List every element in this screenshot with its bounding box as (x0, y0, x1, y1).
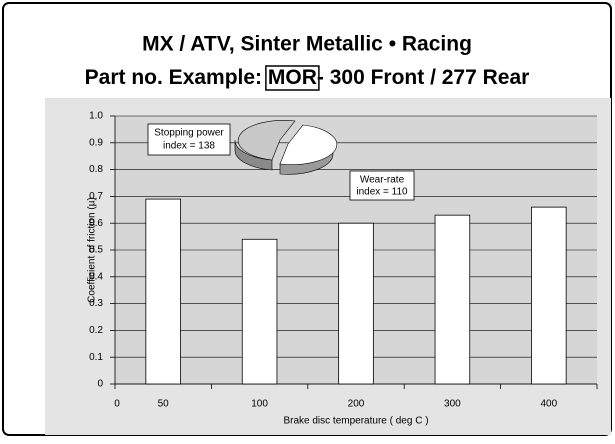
bar (145, 198, 181, 385)
pie-inset (234, 120, 338, 175)
bar (434, 214, 471, 385)
bar (338, 222, 374, 385)
y-tick-label: 1.0 (89, 111, 103, 122)
x-tick-label: 200 (348, 399, 365, 410)
y-tick-label: 0.1 (89, 352, 103, 363)
x-tick-label: 50 (158, 399, 170, 410)
y-tick-label: 0.7 (89, 191, 103, 202)
annotation: Stopping power (154, 128, 224, 139)
y-tick-label: 0.6 (89, 218, 103, 229)
y-tick-label: 0.9 (89, 137, 103, 148)
y-tick-label: 0.2 (89, 325, 103, 336)
annotation: Wear-rate (360, 175, 405, 186)
x-tick-label: 300 (444, 399, 461, 410)
x-origin-label: 0 (114, 399, 120, 410)
annotation-box (349, 170, 415, 201)
chart-subtitle: Part no. Example: MOR- 300 Front / 277 R… (85, 66, 530, 89)
part-box (265, 65, 320, 91)
bar (531, 206, 567, 385)
y-tick-label: 0.8 (89, 164, 103, 175)
annotation: index = 110 (356, 187, 408, 198)
chart-title: MX / ATV, Sinter Metallic • Racing (142, 33, 472, 56)
bar (241, 238, 278, 385)
annotation: index = 138 (163, 141, 215, 152)
plot: 0 0.1 0.2 0.3 0.4 0.5 0.6 0.7 0.8 0.9 1.0 50 100 200 3… (89, 111, 598, 410)
x-tick-label: 100 (251, 399, 268, 410)
x-tick-label: 400 (540, 399, 557, 410)
annotation-box (147, 123, 231, 156)
y-tick-label: 0.3 (89, 298, 103, 309)
y-tick-label: 0.5 (89, 245, 103, 256)
y-tick-label: 0.4 (89, 271, 103, 282)
y-axis-label: Coefficient of friction (µ) (87, 197, 98, 303)
x-axis-label: Brake disc temperature ( deg C ) (283, 416, 428, 427)
y-tick-label: 0 (97, 379, 103, 390)
